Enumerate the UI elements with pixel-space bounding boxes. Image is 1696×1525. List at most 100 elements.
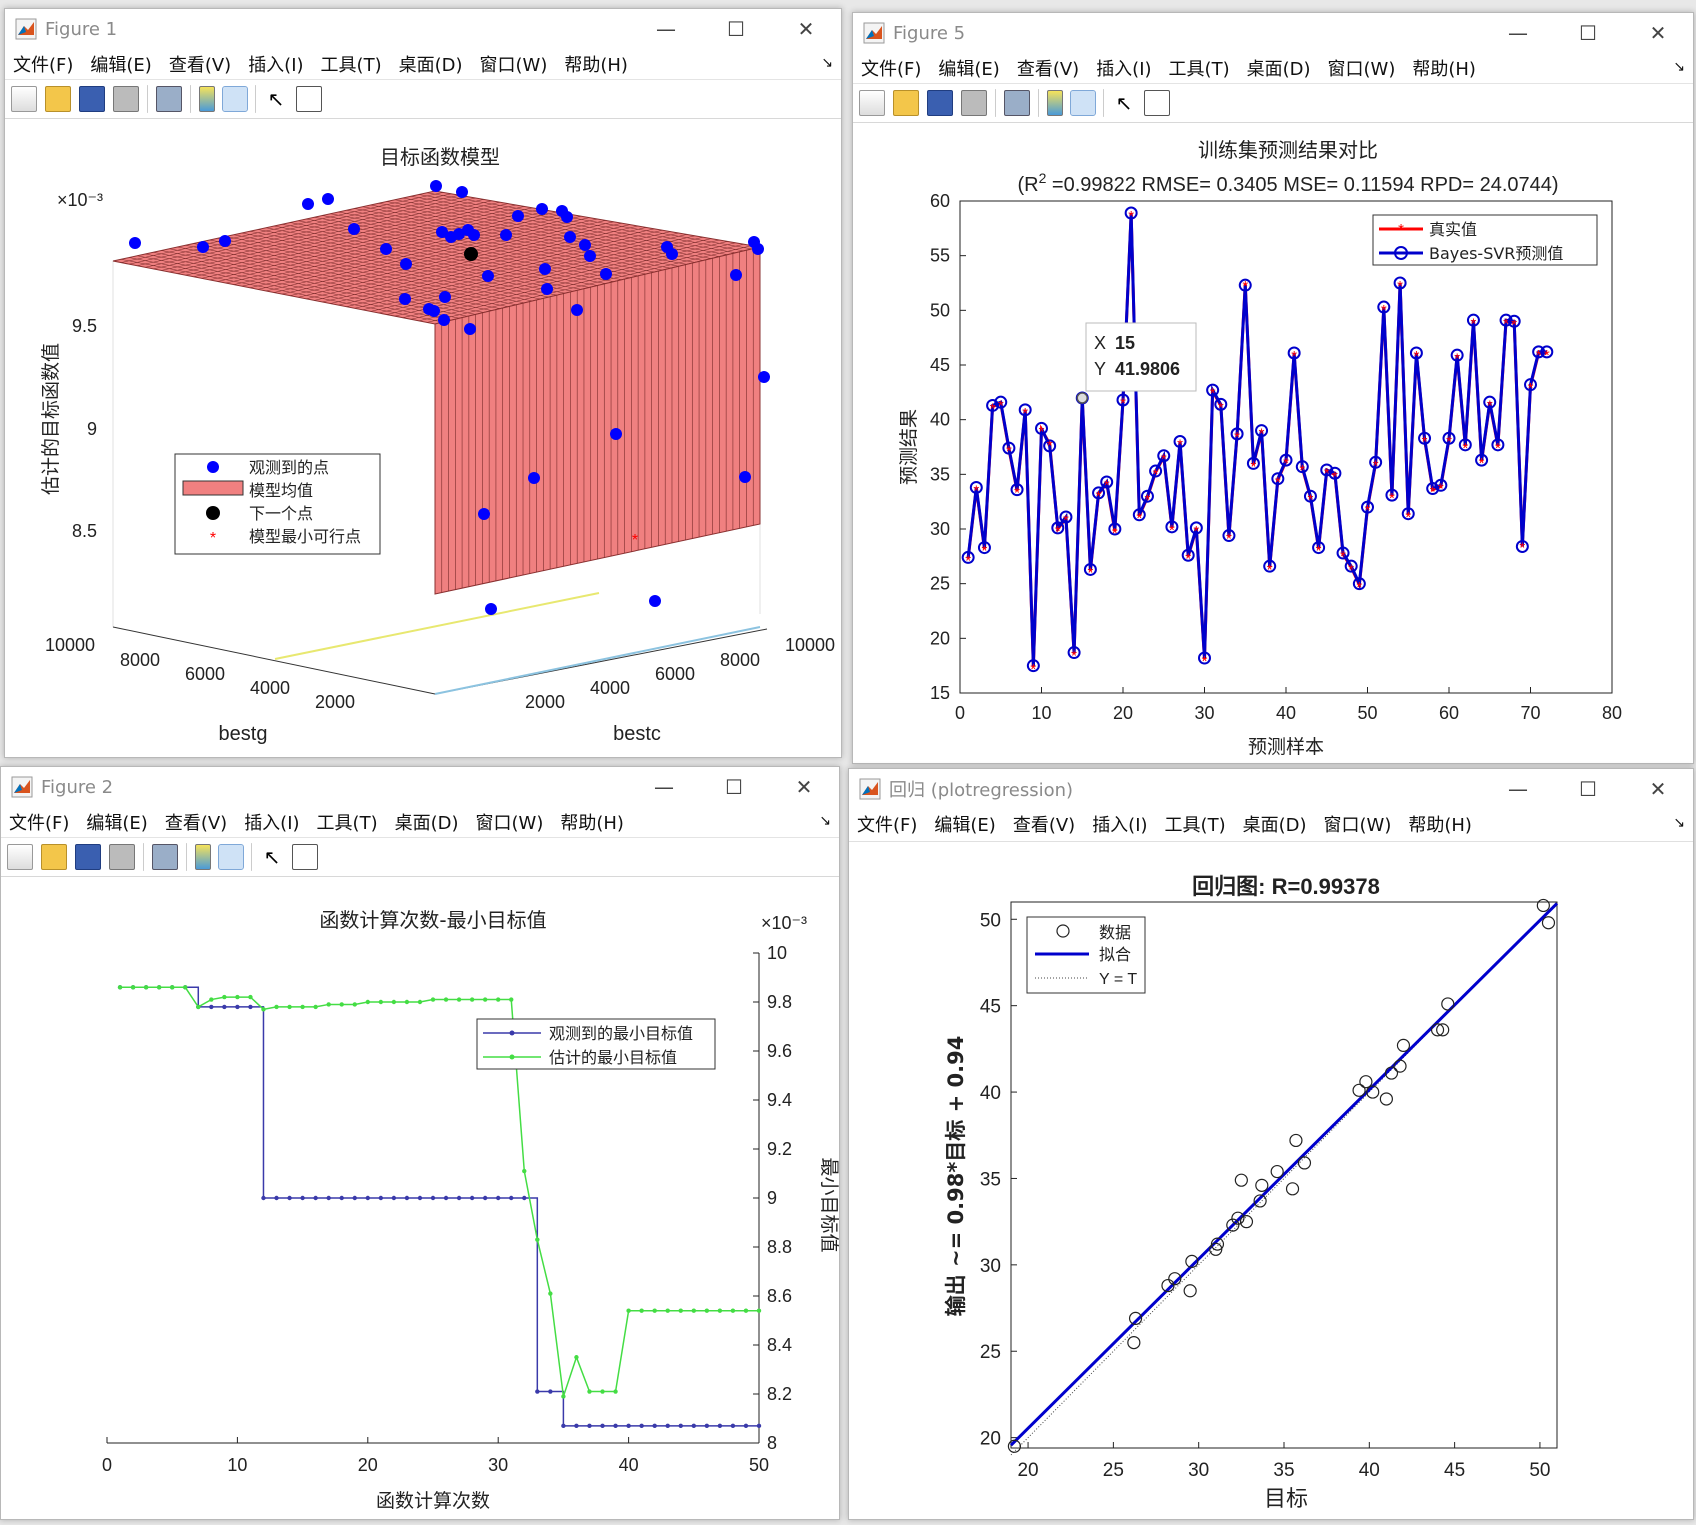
open-file-icon[interactable] xyxy=(41,844,67,870)
axes-3d[interactable]: 目标函数模型 ×10⁻³ 9.5 9 8.5 估计的目标函数值 10000 80… xyxy=(5,119,841,757)
observed-point xyxy=(400,258,412,270)
axes-line-plot[interactable]: 训练集预测结果对比 (R2 =0.99822 RMSE= 0.3405 MSE=… xyxy=(853,123,1693,763)
save-icon[interactable] xyxy=(927,90,953,116)
print-icon[interactable] xyxy=(961,90,987,116)
close-button[interactable]: ✕ xyxy=(1649,777,1667,801)
pred-point xyxy=(1271,472,1285,486)
minimize-button[interactable]: — xyxy=(656,17,676,41)
legend-icon[interactable] xyxy=(218,844,244,870)
close-button[interactable]: ✕ xyxy=(795,775,813,799)
maximize-button[interactable]: ☐ xyxy=(1579,777,1597,801)
open-file-icon[interactable] xyxy=(45,86,71,112)
legend-icon[interactable] xyxy=(1070,90,1096,116)
matlab-logo-icon xyxy=(863,22,885,44)
menu-edit[interactable]: 编辑(E) xyxy=(938,59,1000,80)
link-plot-icon[interactable] xyxy=(156,86,182,112)
menu-file[interactable]: 文件(F) xyxy=(13,55,74,76)
menu-window[interactable]: 窗口(W) xyxy=(475,813,544,834)
link-plot-icon[interactable] xyxy=(1004,90,1030,116)
menu-edit[interactable]: 编辑(E) xyxy=(934,815,996,836)
series-point xyxy=(704,1423,710,1429)
colorbar-icon[interactable] xyxy=(1047,90,1063,116)
observed-point xyxy=(571,304,583,316)
menu-help[interactable]: 帮助(H) xyxy=(1412,59,1476,80)
open-file-icon[interactable] xyxy=(893,90,919,116)
legend[interactable]: * 真实值 Bayes-SVR预测值 xyxy=(1372,214,1598,266)
menu-tools[interactable]: 工具(T) xyxy=(1164,815,1226,836)
link-plot-icon[interactable] xyxy=(152,844,178,870)
new-figure-icon[interactable] xyxy=(7,844,33,870)
maximize-button[interactable]: ☐ xyxy=(1579,21,1597,45)
save-icon[interactable] xyxy=(75,844,101,870)
menu-desktop[interactable]: 桌面(D) xyxy=(1246,59,1311,80)
menu-insert[interactable]: 插入(I) xyxy=(248,55,304,76)
new-figure-icon[interactable] xyxy=(11,86,37,112)
menu-tools[interactable]: 工具(T) xyxy=(320,55,382,76)
datatip-point[interactable] xyxy=(1076,392,1088,404)
minimize-button[interactable]: — xyxy=(1508,777,1528,801)
dock-arrow-icon[interactable]: ↘ xyxy=(1673,59,1685,75)
toolbar-separator xyxy=(995,89,996,117)
menu-window[interactable]: 窗口(W) xyxy=(1327,59,1396,80)
property-inspector-icon[interactable] xyxy=(292,844,318,870)
menu-window[interactable]: 窗口(W) xyxy=(479,55,548,76)
dock-arrow-icon[interactable]: ↘ xyxy=(1673,815,1685,831)
true-point: * xyxy=(1365,502,1371,519)
menu-help[interactable]: 帮助(H) xyxy=(564,55,628,76)
edit-plot-pointer-icon[interactable]: ↖ xyxy=(263,845,281,869)
menu-file[interactable]: 文件(F) xyxy=(861,59,922,80)
property-inspector-icon[interactable] xyxy=(296,86,322,112)
pred-point xyxy=(1377,300,1391,314)
new-figure-icon[interactable] xyxy=(859,90,885,116)
menu-help[interactable]: 帮助(H) xyxy=(1408,815,1472,836)
toolbar-separator xyxy=(190,85,191,113)
x-tick-label: 30 xyxy=(1188,1460,1209,1481)
menu-tools[interactable]: 工具(T) xyxy=(316,813,378,834)
menu-edit[interactable]: 编辑(E) xyxy=(86,813,148,834)
save-icon[interactable] xyxy=(79,86,105,112)
legend[interactable]: 数据 拟合 Y = T xyxy=(1026,916,1146,994)
menu-desktop[interactable]: 桌面(D) xyxy=(394,813,459,834)
pred-point xyxy=(1434,478,1448,492)
dock-arrow-icon[interactable]: ↘ xyxy=(821,55,833,71)
menu-view[interactable]: 查看(V) xyxy=(1012,815,1076,836)
series-point xyxy=(743,1308,749,1313)
legend[interactable]: 观测到的点 模型均值 下一个点 * 模型最小可行点 xyxy=(174,453,381,555)
minimize-button[interactable]: — xyxy=(654,775,674,799)
maximize-button[interactable]: ☐ xyxy=(727,17,745,41)
menu-insert[interactable]: 插入(I) xyxy=(1092,815,1148,836)
close-button[interactable]: ✕ xyxy=(797,17,815,41)
menu-desktop[interactable]: 桌面(D) xyxy=(1242,815,1307,836)
menu-file[interactable]: 文件(F) xyxy=(9,813,70,834)
axes-trace-plot[interactable]: 函数计算次数-最小目标值 ×10⁻³ 0 10 20 30 40 50 8 8.2 8.4 8.6… xyxy=(1,877,839,1519)
menu-view[interactable]: 查看(V) xyxy=(1016,59,1080,80)
legend-icon[interactable] xyxy=(222,86,248,112)
legend[interactable]: 观测到的最小目标值 估计的最小目标值 xyxy=(476,1018,716,1070)
minimize-button[interactable]: — xyxy=(1508,21,1528,45)
property-inspector-icon[interactable] xyxy=(1144,90,1170,116)
axes-regression[interactable]: 回归图: R=0.99378 20 20 25 25 30 30 35 35 40 40 45 45 5… xyxy=(849,841,1693,1519)
menu-help[interactable]: 帮助(H) xyxy=(560,813,624,834)
x-tick-label: 50 xyxy=(749,1455,769,1475)
menu-edit[interactable]: 编辑(E) xyxy=(90,55,152,76)
x-tick-label: 50 xyxy=(1357,703,1377,723)
edit-plot-pointer-icon[interactable]: ↖ xyxy=(267,87,285,111)
colorbar-icon[interactable] xyxy=(199,86,215,112)
menu-tools[interactable]: 工具(T) xyxy=(1168,59,1230,80)
dock-arrow-icon[interactable]: ↘ xyxy=(819,813,831,829)
menu-view[interactable]: 查看(V) xyxy=(164,813,228,834)
menu-desktop[interactable]: 桌面(D) xyxy=(398,55,463,76)
series-group: * * * * * * * * * * * * * * * * * * * * * * * * * * * * * * * * * * * * * * * *… xyxy=(961,206,1554,678)
menu-insert[interactable]: 插入(I) xyxy=(244,813,300,834)
datatip[interactable]: X 15 Y 41.9806 xyxy=(1085,322,1197,392)
menu-window[interactable]: 窗口(W) xyxy=(1323,815,1392,836)
menu-view[interactable]: 查看(V) xyxy=(168,55,232,76)
close-button[interactable]: ✕ xyxy=(1649,21,1667,45)
print-icon[interactable] xyxy=(109,844,135,870)
colorbar-icon[interactable] xyxy=(195,844,211,870)
edit-plot-pointer-icon[interactable]: ↖ xyxy=(1115,91,1133,115)
maximize-button[interactable]: ☐ xyxy=(725,775,743,799)
menu-insert[interactable]: 插入(I) xyxy=(1096,59,1152,80)
print-icon[interactable] xyxy=(113,86,139,112)
menu-file[interactable]: 文件(F) xyxy=(857,815,918,836)
